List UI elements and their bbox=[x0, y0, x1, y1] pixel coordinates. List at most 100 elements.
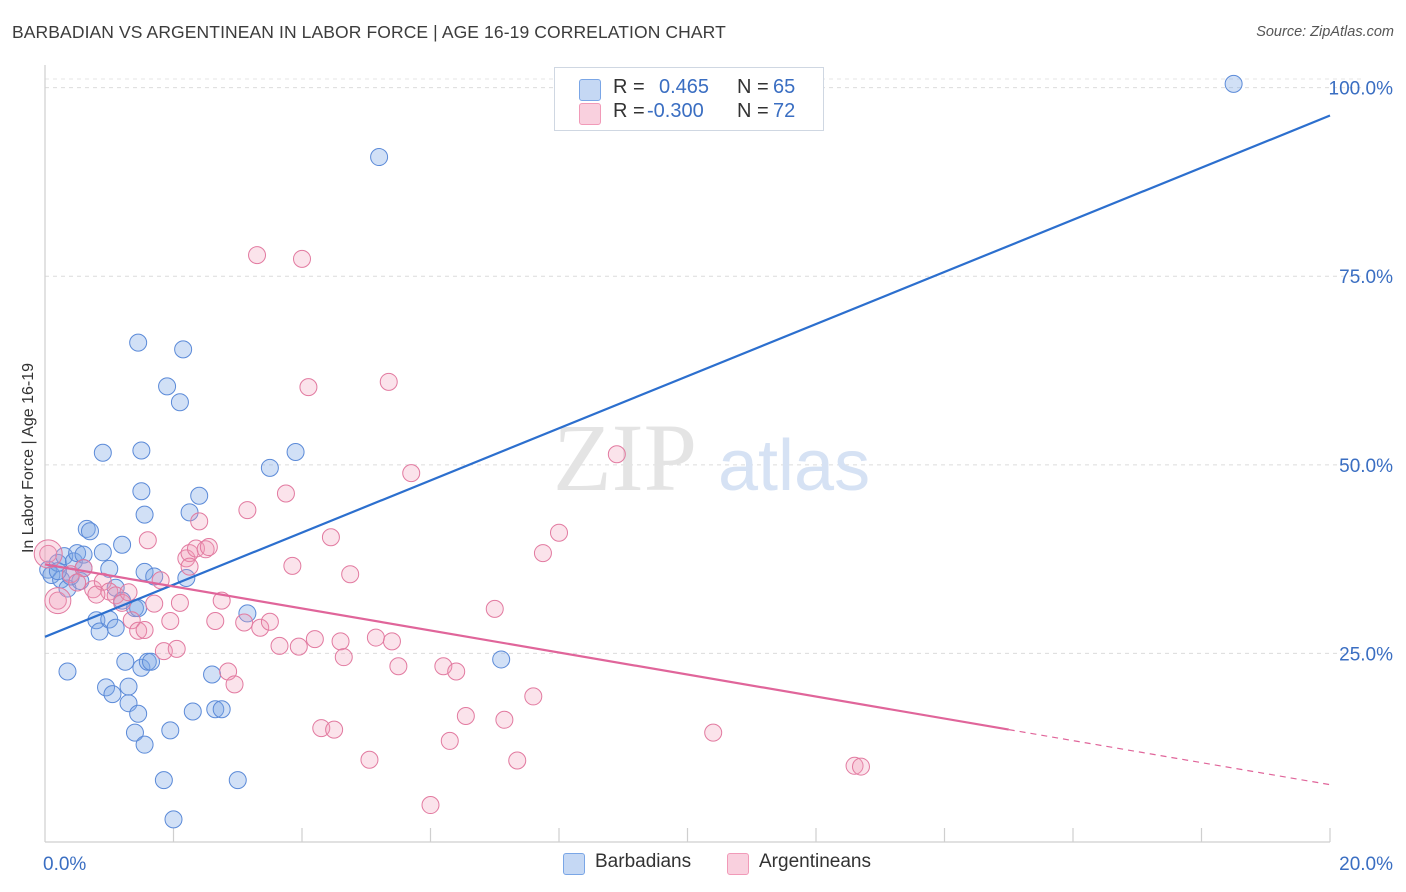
data-point-argentineans bbox=[321, 528, 340, 547]
source-label: Source: ZipAtlas.com bbox=[1256, 24, 1394, 40]
data-point-barbadians bbox=[206, 700, 225, 719]
data-point-barbadians bbox=[203, 665, 222, 684]
data-point-barbadians bbox=[164, 810, 183, 829]
data-point-barbadians bbox=[93, 543, 112, 562]
data-point-argentineans bbox=[190, 512, 209, 531]
data-point-barbadians bbox=[125, 723, 144, 742]
data-point-barbadians bbox=[158, 377, 177, 396]
data-point-argentineans bbox=[495, 710, 514, 729]
data-point-argentineans bbox=[533, 544, 552, 563]
data-point-barbadians bbox=[170, 393, 189, 412]
data-point-argentineans bbox=[270, 636, 289, 655]
data-point-argentineans bbox=[341, 565, 360, 584]
trend-line-argentineans bbox=[44, 563, 1009, 731]
data-point-barbadians bbox=[129, 333, 148, 352]
data-point-barbadians bbox=[97, 678, 116, 697]
data-point-barbadians bbox=[260, 458, 279, 477]
data-point-barbadians bbox=[190, 486, 209, 505]
y-tick-label: 75.0% bbox=[1339, 267, 1393, 288]
data-point-argentineans bbox=[366, 628, 385, 647]
data-point-argentineans bbox=[33, 539, 63, 569]
data-point-argentineans bbox=[289, 637, 308, 656]
data-point-barbadians bbox=[180, 503, 199, 522]
legend-r-label: R = bbox=[613, 100, 645, 122]
data-point-barbadians bbox=[154, 771, 173, 790]
legend-r-value: -0.300 bbox=[647, 100, 704, 122]
data-point-argentineans bbox=[421, 796, 440, 815]
data-point-barbadians bbox=[183, 702, 202, 721]
x-tick-label: 20.0% bbox=[1339, 854, 1393, 875]
data-point-argentineans bbox=[138, 531, 157, 550]
data-point-argentineans bbox=[305, 630, 324, 649]
data-point-argentineans bbox=[48, 591, 67, 610]
legend-swatch-argentineans bbox=[579, 103, 601, 125]
data-point-argentineans bbox=[331, 632, 350, 651]
correlation-legend: R = 0.465 N = 65 R = -0.300 N = 72 bbox=[554, 67, 824, 131]
data-point-argentineans bbox=[389, 657, 408, 676]
data-point-argentineans bbox=[845, 756, 864, 775]
data-point-argentineans bbox=[704, 723, 723, 742]
data-point-argentineans bbox=[550, 523, 568, 542]
data-point-argentineans bbox=[39, 544, 58, 563]
data-point-barbadians bbox=[286, 442, 305, 461]
data-point-barbadians bbox=[135, 735, 154, 754]
data-point-barbadians bbox=[119, 677, 138, 696]
data-point-argentineans bbox=[402, 464, 421, 483]
legend-n-value: 65 bbox=[773, 76, 796, 98]
data-point-argentineans bbox=[251, 618, 270, 637]
data-point-argentineans bbox=[299, 378, 318, 397]
data-point-barbadians bbox=[132, 441, 151, 460]
y-axis-title: In Labor Force | Age 16-19 bbox=[20, 363, 37, 553]
chart-title: BARBADIAN VS ARGENTINEAN IN LABOR FORCE … bbox=[12, 22, 726, 42]
data-point-argentineans bbox=[170, 593, 189, 612]
data-point-argentineans bbox=[248, 246, 267, 265]
bottom-legend-swatch-argentineans bbox=[727, 853, 749, 875]
data-point-argentineans bbox=[325, 720, 344, 739]
data-point-barbadians bbox=[174, 340, 193, 359]
data-point-argentineans bbox=[851, 757, 870, 776]
legend-r-label: R = bbox=[613, 76, 645, 98]
data-point-barbadians bbox=[129, 704, 148, 723]
data-point-barbadians bbox=[116, 652, 135, 671]
data-point-barbadians bbox=[58, 662, 77, 681]
data-point-argentineans bbox=[260, 612, 279, 631]
data-point-argentineans bbox=[524, 687, 543, 706]
data-point-argentineans bbox=[312, 719, 331, 738]
bottom-legend-label-argentineans: Argentineans bbox=[759, 851, 871, 872]
y-tick-label: 100.0% bbox=[1329, 79, 1394, 100]
trend-line-barbadians bbox=[44, 114, 1331, 638]
data-point-argentineans bbox=[334, 648, 353, 667]
data-point-argentineans bbox=[360, 750, 379, 769]
data-point-argentineans bbox=[206, 611, 225, 630]
data-point-argentineans bbox=[87, 585, 106, 604]
watermark-atlas: atlas bbox=[718, 426, 870, 506]
y-tick-label: 50.0% bbox=[1339, 456, 1393, 477]
legend-n-value: 72 bbox=[773, 100, 796, 122]
legend-r-value: 0.465 bbox=[659, 76, 710, 98]
data-point-barbadians bbox=[212, 700, 231, 719]
data-point-argentineans bbox=[508, 751, 527, 770]
data-point-argentineans bbox=[199, 538, 218, 557]
data-point-barbadians bbox=[113, 535, 132, 554]
bottom-legend-swatch-barbadians bbox=[563, 853, 585, 875]
data-point-argentineans bbox=[485, 599, 504, 618]
data-point-argentineans bbox=[293, 249, 311, 268]
data-point-barbadians bbox=[68, 544, 87, 563]
data-point-argentineans bbox=[167, 639, 186, 658]
data-point-argentineans bbox=[283, 556, 302, 575]
data-point-argentineans bbox=[119, 583, 138, 602]
data-point-argentineans bbox=[135, 621, 154, 640]
data-point-argentineans bbox=[84, 580, 103, 599]
data-point-barbadians bbox=[93, 443, 112, 462]
data-point-argentineans bbox=[129, 621, 148, 640]
bottom-legend-label-barbadians: Barbadians bbox=[595, 851, 692, 872]
data-point-barbadians bbox=[228, 771, 247, 790]
data-point-argentineans bbox=[379, 372, 398, 391]
data-point-argentineans bbox=[122, 611, 141, 630]
data-point-argentineans bbox=[447, 662, 466, 681]
x-tick-label: 0.0% bbox=[43, 854, 86, 875]
data-point-argentineans bbox=[276, 484, 295, 503]
y-tick-label: 25.0% bbox=[1339, 644, 1393, 665]
data-point-barbadians bbox=[106, 618, 125, 637]
